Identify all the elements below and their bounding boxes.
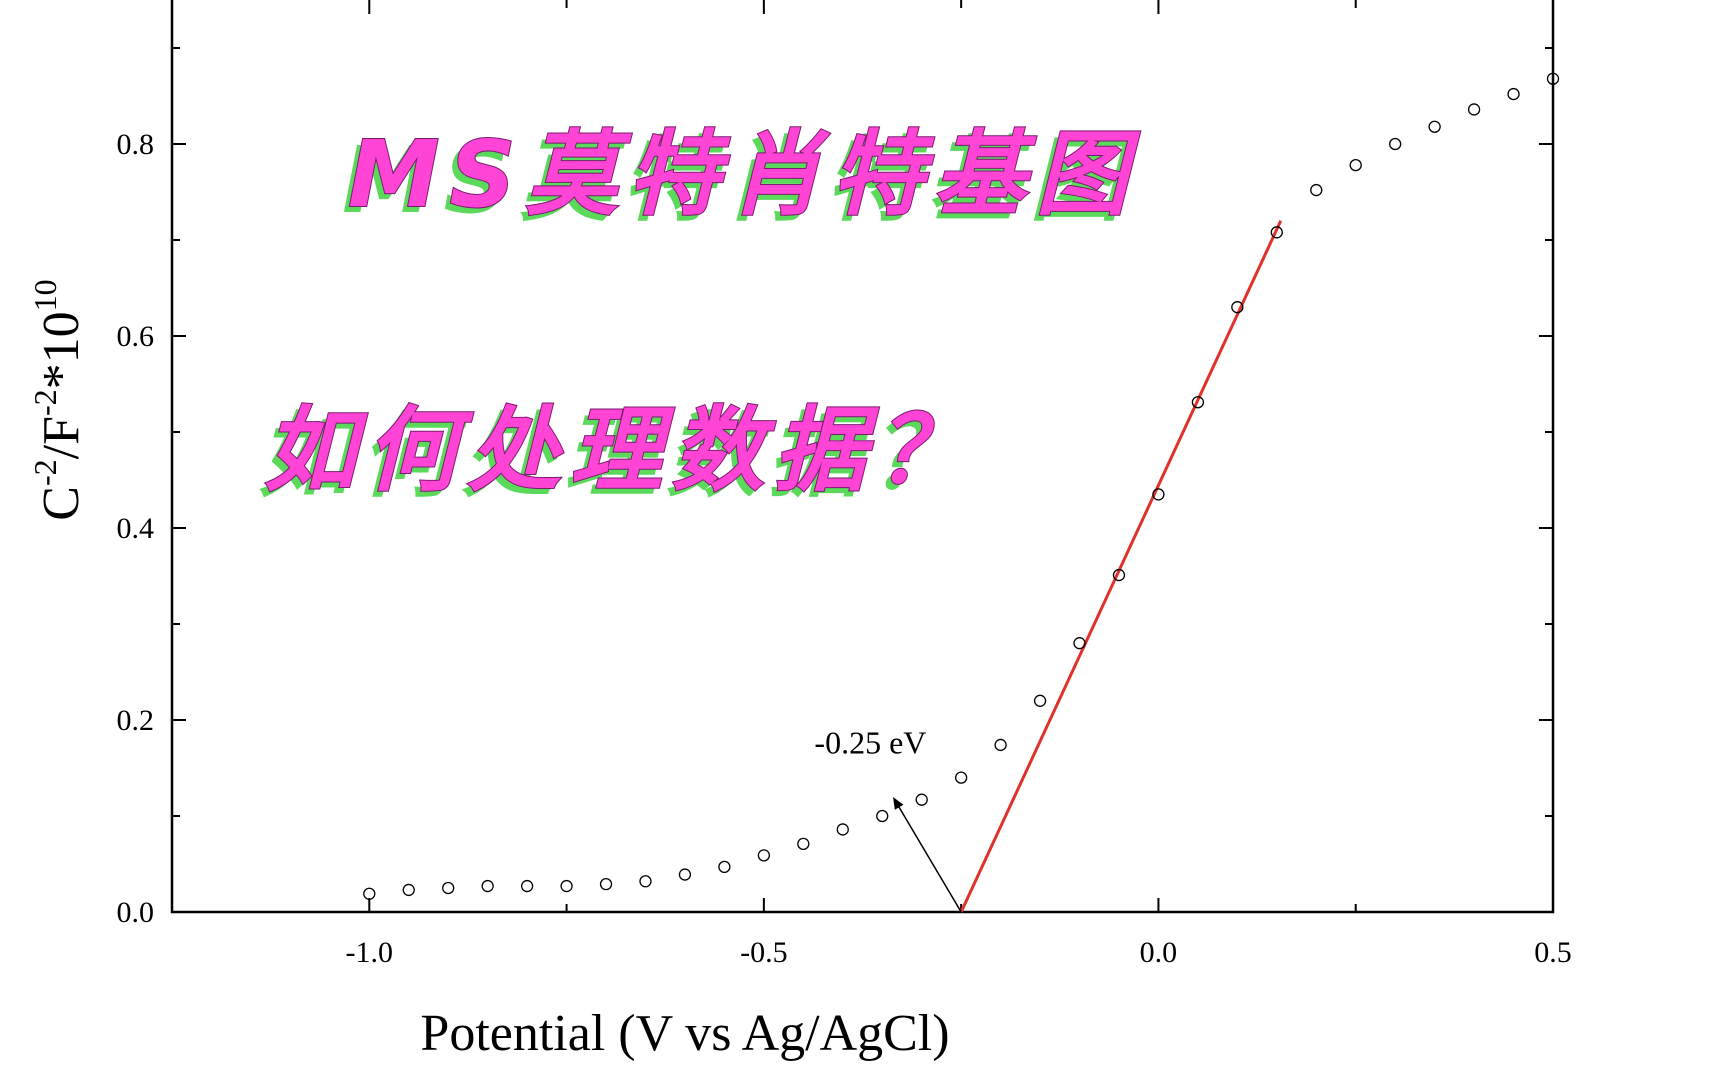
annotation: -0.25 eV: [814, 725, 962, 913]
data-point: [1073, 637, 1086, 650]
data-point: [1389, 137, 1402, 151]
y-axis-title: C-2/F-2*1010: [27, 279, 90, 520]
y-tick-label: 0.2: [117, 704, 155, 737]
data-point: [994, 738, 1007, 752]
data-point: [1191, 396, 1205, 409]
overlay-title: MS莫特肖特基图 MS莫特肖特基图 如何处理数据？ 如何处理数据？: [258, 120, 1141, 510]
data-point: [1231, 301, 1244, 314]
svg-text:如何处理数据？: 如何处理数据？: [258, 403, 972, 510]
fit-line-group: [959, 220, 1283, 913]
data-point: [1152, 488, 1165, 501]
data-point: [876, 809, 889, 823]
data-point: [678, 868, 692, 881]
data-point: [402, 883, 415, 897]
y-tick-label: 0.4: [117, 512, 155, 545]
data-point: [442, 881, 455, 895]
data-point: [1507, 87, 1520, 101]
data-point: [481, 879, 494, 893]
data-point: [1270, 226, 1283, 239]
axes: [170, 0, 1555, 914]
annotation-arrow: [893, 796, 962, 913]
y-tick-label: 0.8: [117, 128, 155, 161]
data-point: [363, 887, 376, 900]
x-axis-title: Potential (V vs Ag/AgCl): [420, 1005, 949, 1062]
data-points: [363, 72, 1560, 900]
x-tick-label: -0.5: [740, 936, 788, 969]
fit-line: [959, 220, 1283, 913]
data-point: [1310, 183, 1323, 197]
data-point: [599, 878, 613, 891]
data-point: [954, 771, 968, 784]
overlay-line-2: 如何处理数据？: [264, 397, 978, 504]
ticks: -1.0 -0.5 0.0 0.5 0.0 0.2 0.4 0.6 0.8: [117, 0, 1572, 969]
y-tick-label: 0.0: [117, 896, 155, 929]
svg-text:MS莫特肖特基图: MS莫特肖特基图: [342, 127, 1135, 234]
data-point: [718, 860, 731, 874]
data-point: [797, 837, 810, 850]
data-point: [560, 879, 573, 893]
x-tick-label: 0.0: [1140, 936, 1178, 969]
plot-frame: [170, 0, 1555, 914]
data-point: [520, 879, 534, 893]
data-point: [639, 875, 652, 888]
data-point: [915, 793, 928, 806]
data-point: [1349, 158, 1362, 172]
y-tick-label: 0.6: [117, 320, 155, 353]
annotation-label: -0.25 eV: [814, 725, 926, 761]
data-point: [1428, 120, 1441, 133]
data-point: [1112, 568, 1126, 582]
overlay-line-1: MS莫特肖特基图: [348, 121, 1141, 228]
data-point: [1467, 103, 1481, 116]
data-point: [757, 849, 771, 862]
x-tick-label: 0.5: [1534, 936, 1572, 969]
data-point: [836, 823, 849, 836]
data-point: [1546, 72, 1560, 85]
data-point: [1033, 694, 1047, 707]
x-tick-label: -1.0: [346, 936, 394, 969]
